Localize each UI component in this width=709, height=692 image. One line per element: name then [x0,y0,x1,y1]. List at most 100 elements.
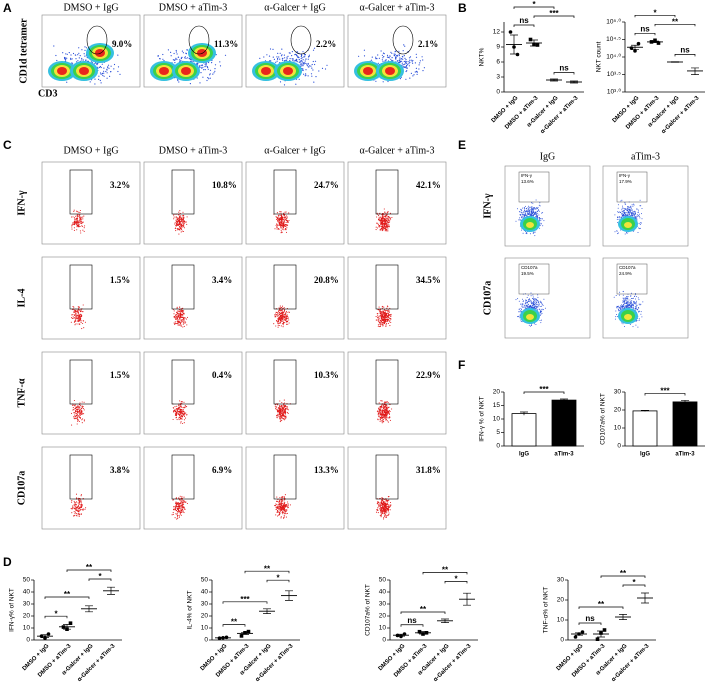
event-dot [387,500,388,501]
event-dot [386,313,387,314]
event-dot [517,208,518,209]
event-dot [79,310,80,311]
event-dot [280,81,281,82]
event-dot [73,312,74,313]
event-dot [387,230,388,231]
event-dot [74,418,75,419]
event-dot [187,216,188,217]
event-dot [277,410,278,411]
event-dot [278,323,279,324]
gate-percentage: 6.9% [212,465,232,475]
event-dot [388,402,389,403]
event-dot [638,210,639,211]
event-dot [208,69,209,70]
event-dot [78,314,79,315]
event-dot [281,508,282,509]
event-dot [284,84,285,85]
event-dot [422,70,423,71]
gate-percentage: 3.4% [212,275,232,285]
event-dot [280,416,281,417]
event-dot [276,226,277,227]
event-dot [383,510,384,511]
event-dot [390,509,391,510]
event-dot [280,420,281,421]
event-dot [73,318,74,319]
event-dot [382,422,383,423]
event-dot [286,222,287,223]
event-dot [76,221,77,222]
event-dot [377,315,378,316]
event-dot [183,512,184,513]
event-dot [380,217,381,218]
event-dot [108,68,109,69]
event-dot [281,219,282,220]
event-dot [384,313,385,314]
event-dot [76,317,77,318]
event-dot [385,419,386,420]
event-dot [524,216,525,217]
event-dot [182,315,183,316]
event-dot [76,224,77,225]
event-dot [639,217,640,218]
event-dot [381,508,382,509]
event-dot [405,79,406,80]
event-dot [299,59,300,60]
event-dot [532,213,533,214]
event-dot [542,212,543,213]
event-dot [383,81,384,82]
event-dot [282,507,283,508]
event-dot [619,212,620,213]
event-dot [281,222,282,223]
event-dot [384,224,385,225]
event-dot [280,322,281,323]
event-dot [77,421,78,422]
event-dot [81,59,82,60]
event-dot [382,59,383,60]
event-dot [113,68,114,69]
event-dot [181,322,182,323]
event-dot [276,56,277,57]
event-dot [285,513,286,514]
event-dot [533,207,534,208]
event-dot [79,404,80,405]
event-dot [322,68,323,69]
event-dot [383,408,384,409]
event-dot [284,225,285,226]
condition-header: aTim-3 [631,151,660,162]
event-dot [95,62,96,63]
event-dot [174,217,175,218]
event-dot [84,231,85,232]
event-dot [66,58,67,59]
event-dot [381,515,382,516]
event-dot [634,212,635,213]
event-dot [287,56,288,57]
condition-header: DMSO + IgG [63,145,118,156]
event-dot [639,214,640,215]
event-dot [385,505,386,506]
event-dot [75,321,76,322]
event-dot [181,503,182,504]
event-dot [75,316,76,317]
event-dot [177,308,178,309]
event-dot [80,415,81,416]
event-dot [635,217,636,218]
event-dot [281,406,282,407]
event-dot [387,408,388,409]
event-dot [277,53,278,54]
event-dot [305,75,306,76]
event-dot [80,210,81,211]
event-dot [180,496,181,497]
event-dot [295,60,296,61]
event-dot [399,55,400,56]
event-dot [281,214,282,215]
event-dot [283,412,284,413]
event-dot [284,217,285,218]
event-dot [287,503,288,504]
event-dot [81,218,82,219]
event-dot [286,408,287,409]
event-dot [378,317,379,318]
event-dot [277,217,278,218]
event-dot [279,514,280,515]
event-dot [531,212,532,213]
event-dot [78,504,79,505]
